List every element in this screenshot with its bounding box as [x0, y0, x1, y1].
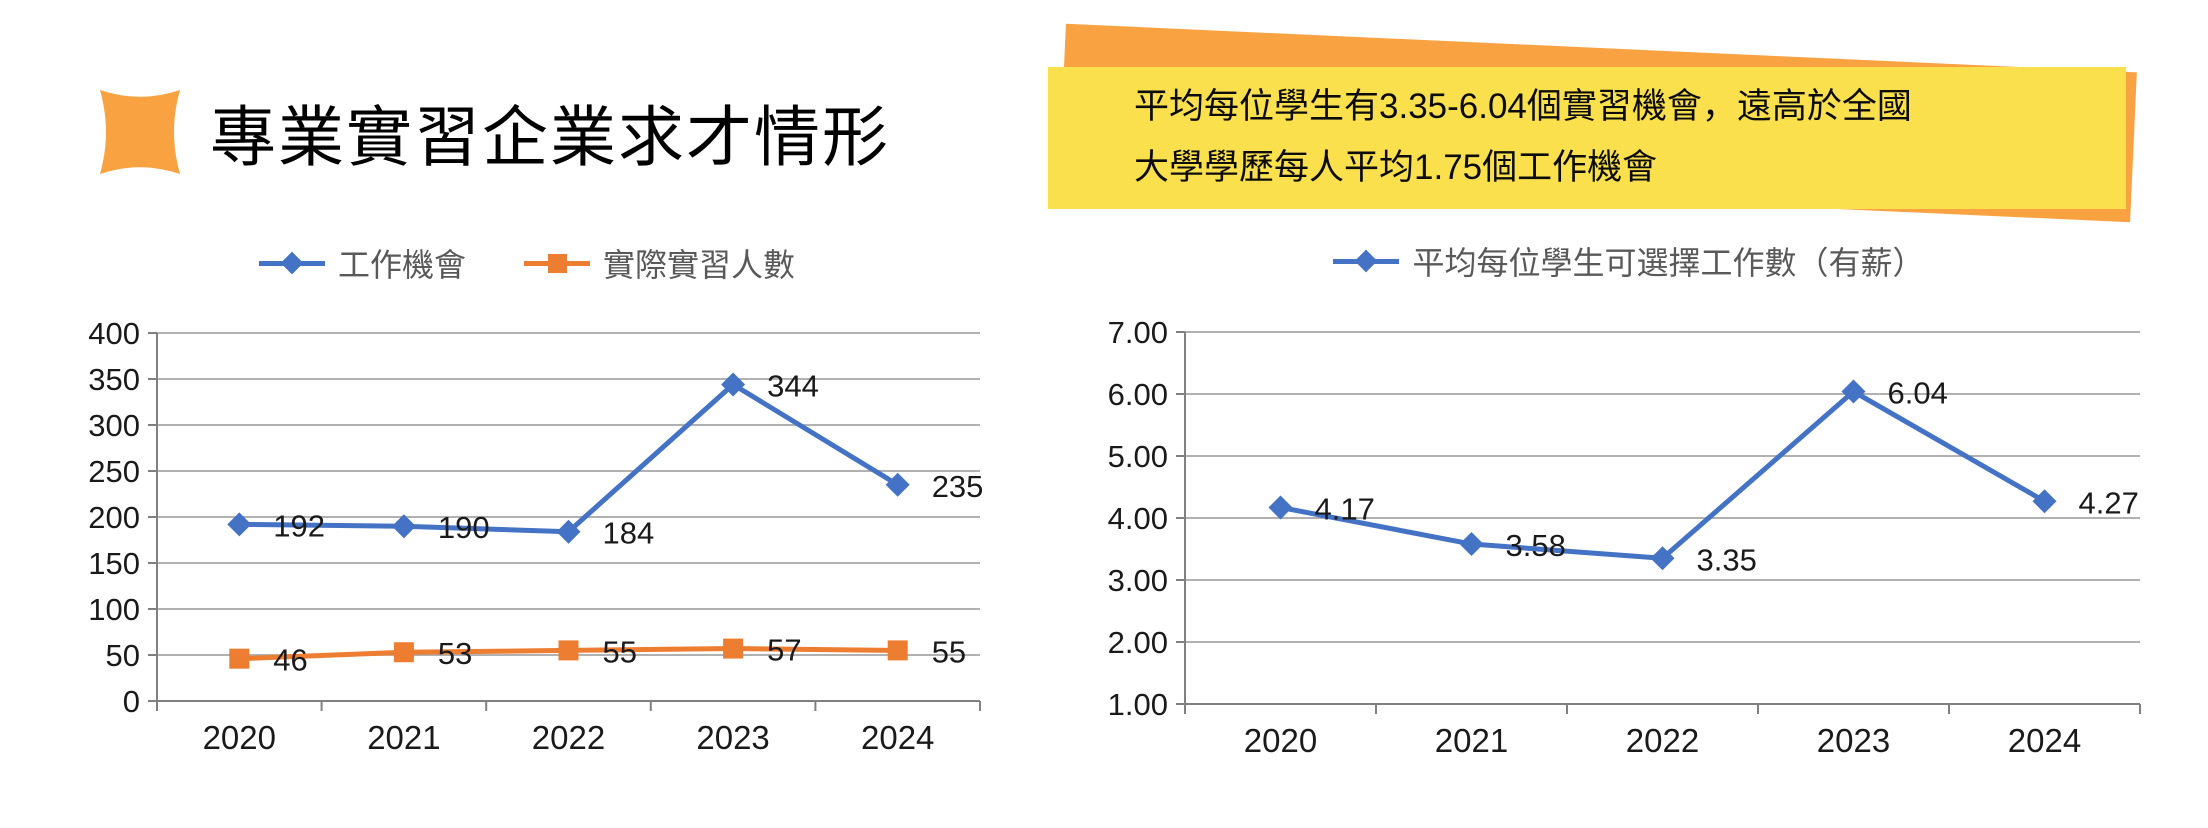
- callout-text-line2: 大學學歷每人平均1.75個工作機會: [1134, 148, 1658, 187]
- legend-label: 平均每位學生可選擇工作數（有薪）: [1412, 245, 1925, 281]
- x-tick-label: 2024: [861, 719, 934, 756]
- square-marker-icon: [548, 254, 567, 273]
- data-point-diamond: [227, 512, 252, 537]
- data-point-diamond: [1459, 532, 1484, 557]
- legend-label: 實際實習人數: [603, 247, 796, 283]
- y-tick-label: 4.00: [1108, 501, 1168, 536]
- x-tick-label: 2022: [1626, 722, 1699, 759]
- legend-marker-line-diamond-icon: [1333, 249, 1400, 273]
- left-chart-plot: 0 50 100 150 200 250 300 350 400 2020 2021 2022 2023…: [88, 316, 984, 756]
- y-tick-label: 3.00: [1108, 563, 1168, 598]
- page-title: 專業實習企業求才情形: [210, 100, 890, 174]
- data-label: 46: [273, 643, 307, 678]
- pillow-shape: [100, 90, 180, 174]
- right-chart-plot: 1.00 2.00 3.00 4.00 5.00 6.00 7.00 2020 2021 2022…: [1108, 315, 2141, 759]
- data-label: 4.17: [1315, 491, 1375, 526]
- data-label: 57: [767, 633, 801, 668]
- x-tick-label: 2022: [532, 719, 605, 756]
- data-point-square: [887, 640, 908, 661]
- y-tick-label: 400: [88, 316, 140, 351]
- data-label: 4.27: [2079, 485, 2139, 520]
- y-tick-label: 0: [123, 684, 140, 719]
- data-point-diamond: [721, 372, 746, 397]
- y-tick-label: 7.00: [1108, 315, 1168, 350]
- y-tick-label: 5.00: [1108, 439, 1168, 474]
- y-tick-label: 6.00: [1108, 377, 1168, 412]
- y-tick-label: 1.00: [1108, 687, 1168, 722]
- data-label: 55: [932, 634, 966, 669]
- series-line: [1280, 389, 2046, 561]
- x-tick-label: 2021: [1435, 722, 1508, 759]
- legend-item-job-opportunities: 工作機會: [258, 240, 466, 286]
- diamond-marker-icon: [1355, 249, 1378, 273]
- legend-item-avg-jobs-per-student: 平均每位學生可選擇工作數（有薪）: [1333, 238, 1925, 284]
- data-point-diamond: [1841, 379, 1866, 404]
- y-tick-label: 100: [88, 592, 140, 627]
- legend-marker-line-square-icon: [524, 252, 590, 274]
- y-tick-label: 250: [88, 454, 140, 489]
- data-point-diamond: [2032, 489, 2057, 514]
- x-tick-label: 2024: [2008, 722, 2081, 759]
- data-label: 6.04: [1888, 376, 1948, 411]
- legend-item-actual-interns: 實際實習人數: [524, 240, 795, 286]
- data-label: 55: [603, 634, 637, 669]
- diamond-marker-icon: [280, 251, 304, 275]
- x-tick-label: 2021: [367, 719, 440, 756]
- y-tick-label: 2.00: [1108, 625, 1168, 660]
- legend-label: 工作機會: [337, 247, 466, 283]
- data-label: 3.35: [1697, 542, 1757, 577]
- data-point-diamond: [1268, 495, 1293, 520]
- data-label: 192: [273, 508, 325, 543]
- y-tick-label: 50: [106, 638, 140, 673]
- data-point-square: [229, 648, 250, 669]
- left-chart-legend: 工作機會 實際實習人數: [52, 240, 1002, 286]
- y-tick-label: 350: [88, 362, 140, 397]
- legend-marker-line-diamond-icon: [258, 251, 325, 275]
- y-tick-label: 200: [88, 500, 140, 535]
- data-point-diamond: [1650, 546, 1675, 571]
- x-tick-label: 2020: [1244, 722, 1317, 759]
- data-point-square: [558, 640, 579, 661]
- callout-box: 平均每位學生有3.35-6.04個實習機會，遠高於全國 大學學歷每人平均1.75…: [1048, 67, 2126, 209]
- callout-text-line1: 平均每位學生有3.35-6.04個實習機會，遠高於全國: [1134, 87, 1912, 126]
- y-tick-label: 150: [88, 546, 140, 581]
- data-point-square: [723, 638, 744, 659]
- data-label: 235: [932, 469, 984, 504]
- x-tick-label: 2020: [203, 719, 276, 756]
- data-label: 344: [767, 369, 819, 404]
- data-point-diamond: [556, 519, 581, 544]
- data-label: 53: [438, 636, 472, 671]
- title-marker-icon: [100, 90, 180, 174]
- data-point-diamond: [885, 472, 910, 497]
- y-tick-label: 300: [88, 408, 140, 443]
- data-label: 3.58: [1506, 528, 1566, 563]
- data-label: 184: [603, 516, 655, 551]
- series-line: [239, 382, 900, 535]
- data-point-square: [393, 642, 414, 663]
- data-label: 190: [438, 510, 490, 545]
- right-chart-legend: 平均每位學生可選擇工作數（有薪）: [1080, 238, 2178, 284]
- data-point-diamond: [391, 514, 416, 539]
- x-tick-label: 2023: [696, 719, 769, 756]
- x-tick-label: 2023: [1817, 722, 1890, 759]
